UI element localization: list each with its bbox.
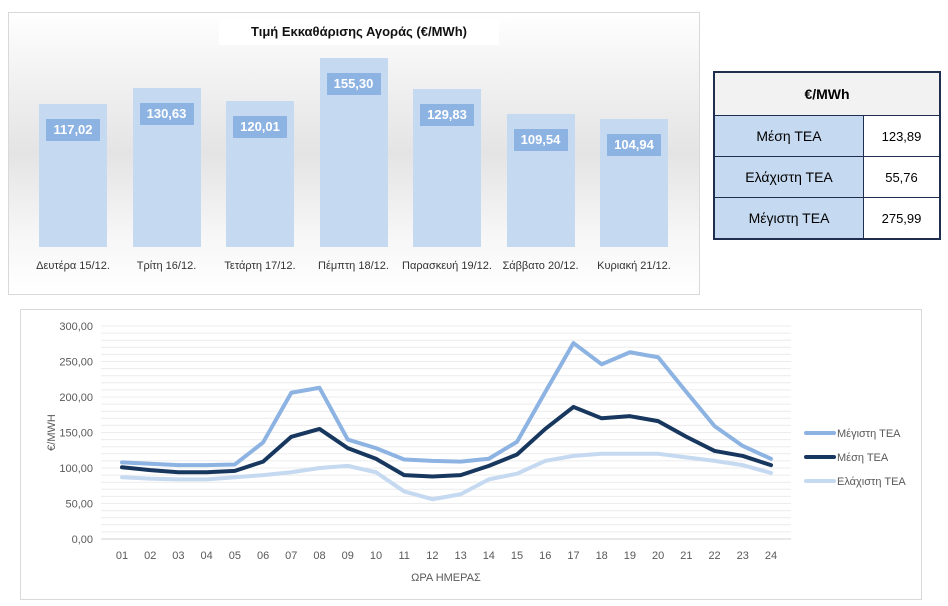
x-tick-label: 17 <box>567 550 579 562</box>
legend-label: Μέγιστη ΤΕΑ <box>837 428 901 440</box>
legend-label: Μέση ΤΕΑ <box>837 452 889 464</box>
y-tick-label: 150,00 <box>59 428 93 440</box>
y-tick-label: 100,00 <box>59 463 93 475</box>
x-tick-label: 14 <box>483 550 495 562</box>
stats-value: 55,76 <box>863 156 941 198</box>
x-tick-label: 23 <box>737 550 749 562</box>
x-tick-label: 22 <box>708 550 720 562</box>
x-tick-label: 18 <box>596 550 608 562</box>
x-tick-label: 02 <box>144 550 156 562</box>
series-line <box>120 341 773 468</box>
x-tick-label: 05 <box>229 550 241 562</box>
x-tick-label: 24 <box>765 550 777 562</box>
x-tick-label: 15 <box>511 550 523 562</box>
stats-value: 275,99 <box>863 197 941 240</box>
y-tick-label: 200,00 <box>59 392 93 404</box>
line-chart: 0,00 50,00 100,00 150,00 200,00 250,00 300,00 0… <box>46 321 906 584</box>
stats-row-mean: Μέση ΤΕΑ 123,89 <box>713 115 941 157</box>
x-tick-label: 16 <box>539 550 551 562</box>
bar-value-label: 104,94 <box>607 134 661 157</box>
x-tick-label: 13 <box>454 550 466 562</box>
x-tick-label: 01 <box>116 550 128 562</box>
y-tick-label: 50,00 <box>65 499 93 511</box>
x-tick-label: 10 <box>370 550 382 562</box>
bar-category-label: Δευτέρα 15/12. <box>36 260 110 272</box>
y-tick-label: 250,00 <box>59 357 93 369</box>
bar-value-label: 109,54 <box>513 128 568 151</box>
y-tick-label: 0,00 <box>72 534 93 546</box>
x-tick-label: 03 <box>172 550 184 562</box>
stats-row-min: Ελάχιστη ΤΕΑ 55,76 <box>713 156 941 198</box>
stats-value: 123,89 <box>863 115 941 157</box>
series-line <box>120 451 773 502</box>
y-tick-label: 300,00 <box>59 321 93 333</box>
bar-category-label: Παρασκευή 19/12. <box>402 260 492 272</box>
bar-value-label: 129,83 <box>420 103 474 126</box>
bar-value-label: 120,01 <box>233 115 287 138</box>
stats-row-max: Μέγιστη ΤΕΑ 275,99 <box>713 197 941 240</box>
x-axis-title: ΩΡΑ ΗΜΕΡΑΣ <box>411 572 481 584</box>
series-line <box>120 404 773 479</box>
x-tick-label: 04 <box>201 550 213 562</box>
bar-category-label: Τρίτη 16/12. <box>136 260 197 272</box>
bar-category-label: Κυριακή 21/12. <box>597 260 671 272</box>
bar-chart-panel: Τιμή Εκκαθάρισης Αγοράς (€/MWh) 117,02 Δε… <box>8 12 700 295</box>
stats-table-header: €/MWh <box>713 71 941 116</box>
stats-label: Ελάχιστη ΤΕΑ <box>713 156 864 198</box>
bar-value-label: 117,02 <box>46 119 100 142</box>
stats-label: Μέγιστη ΤΕΑ <box>713 197 864 240</box>
bar-value-label: 130,63 <box>139 102 194 125</box>
x-tick-label: 06 <box>257 550 269 562</box>
x-tick-label: 11 <box>398 550 409 562</box>
bar-category-label: Πέμπτη 18/12. <box>318 260 389 272</box>
x-tick-label: 09 <box>342 550 354 562</box>
x-tick-label: 19 <box>624 550 636 562</box>
bar-category-label: Τετάρτη 17/12. <box>224 260 296 272</box>
bar-category-label: Σάββατο 20/12. <box>502 260 579 272</box>
bar-value-label: 155,30 <box>326 72 381 95</box>
x-tick-label: 07 <box>285 550 297 562</box>
x-tick-label: 08 <box>313 550 325 562</box>
stats-table: €/MWh Μέση ΤΕΑ 123,89 Ελάχιστη ΤΕΑ 55,76… <box>713 71 941 240</box>
x-tick-label: 21 <box>680 550 692 562</box>
x-tick-label: 20 <box>652 550 664 562</box>
line-chart-panel: 0,00 50,00 100,00 150,00 200,00 250,00 300,00 0… <box>20 309 922 600</box>
x-tick-label: 12 <box>426 550 438 562</box>
bar-chart-title: Τιμή Εκκαθάρισης Αγοράς (€/MWh) <box>219 19 499 45</box>
legend-label: Ελάχιστη ΤΕΑ <box>837 476 906 488</box>
y-axis-title: €/MWH <box>46 414 58 451</box>
stats-label: Μέση ΤΕΑ <box>713 115 864 157</box>
